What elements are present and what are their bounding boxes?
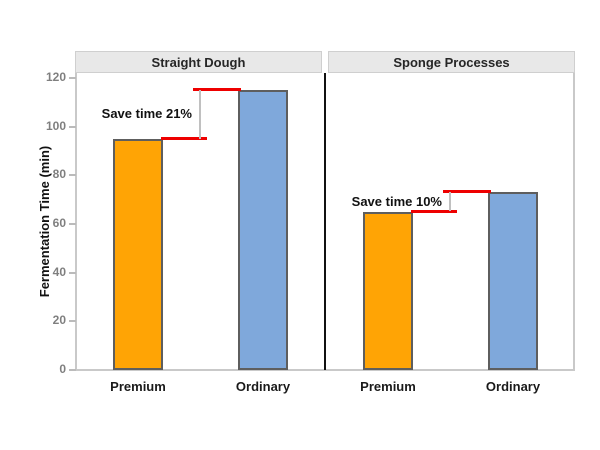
annotation-text: Save time 21%	[101, 106, 192, 121]
y-tick-label: 120	[45, 70, 66, 84]
y-tick-mark	[69, 77, 76, 79]
y-axis-line	[75, 73, 77, 370]
annotation-connector	[199, 90, 201, 139]
y-tick-label: 100	[45, 119, 66, 133]
annotation-line-premium	[161, 137, 207, 140]
annotation-line-ordinary	[443, 190, 491, 193]
annotation-text: Save time 10%	[351, 194, 442, 209]
category-label: Ordinary	[235, 379, 291, 394]
y-tick-mark	[69, 126, 76, 128]
y-tick-mark	[69, 174, 76, 176]
annotation-line-ordinary	[193, 88, 241, 91]
bar-ordinary	[238, 90, 288, 370]
plot-right-border	[573, 73, 575, 370]
y-tick-label: 40	[52, 265, 66, 279]
y-tick-mark	[69, 320, 76, 322]
bar-ordinary	[488, 192, 538, 370]
y-tick-label: 0	[59, 362, 66, 376]
bar-premium	[363, 212, 413, 370]
y-tick-mark	[69, 272, 76, 274]
annotation-connector	[449, 192, 451, 211]
panel-header: Sponge Processes	[328, 51, 575, 73]
y-tick-label: 80	[52, 167, 66, 181]
category-label: Premium	[110, 379, 166, 394]
y-tick-label: 20	[52, 313, 66, 327]
annotation-line-premium	[411, 210, 457, 213]
y-tick-label: 60	[52, 216, 66, 230]
y-tick-mark	[69, 223, 76, 225]
panel-divider	[324, 73, 326, 370]
category-label: Ordinary	[485, 379, 541, 394]
x-axis-line	[75, 369, 575, 371]
category-label: Premium	[360, 379, 416, 394]
y-tick-mark	[69, 369, 76, 371]
panel-header: Straight Dough	[75, 51, 322, 73]
bar-premium	[113, 139, 163, 370]
